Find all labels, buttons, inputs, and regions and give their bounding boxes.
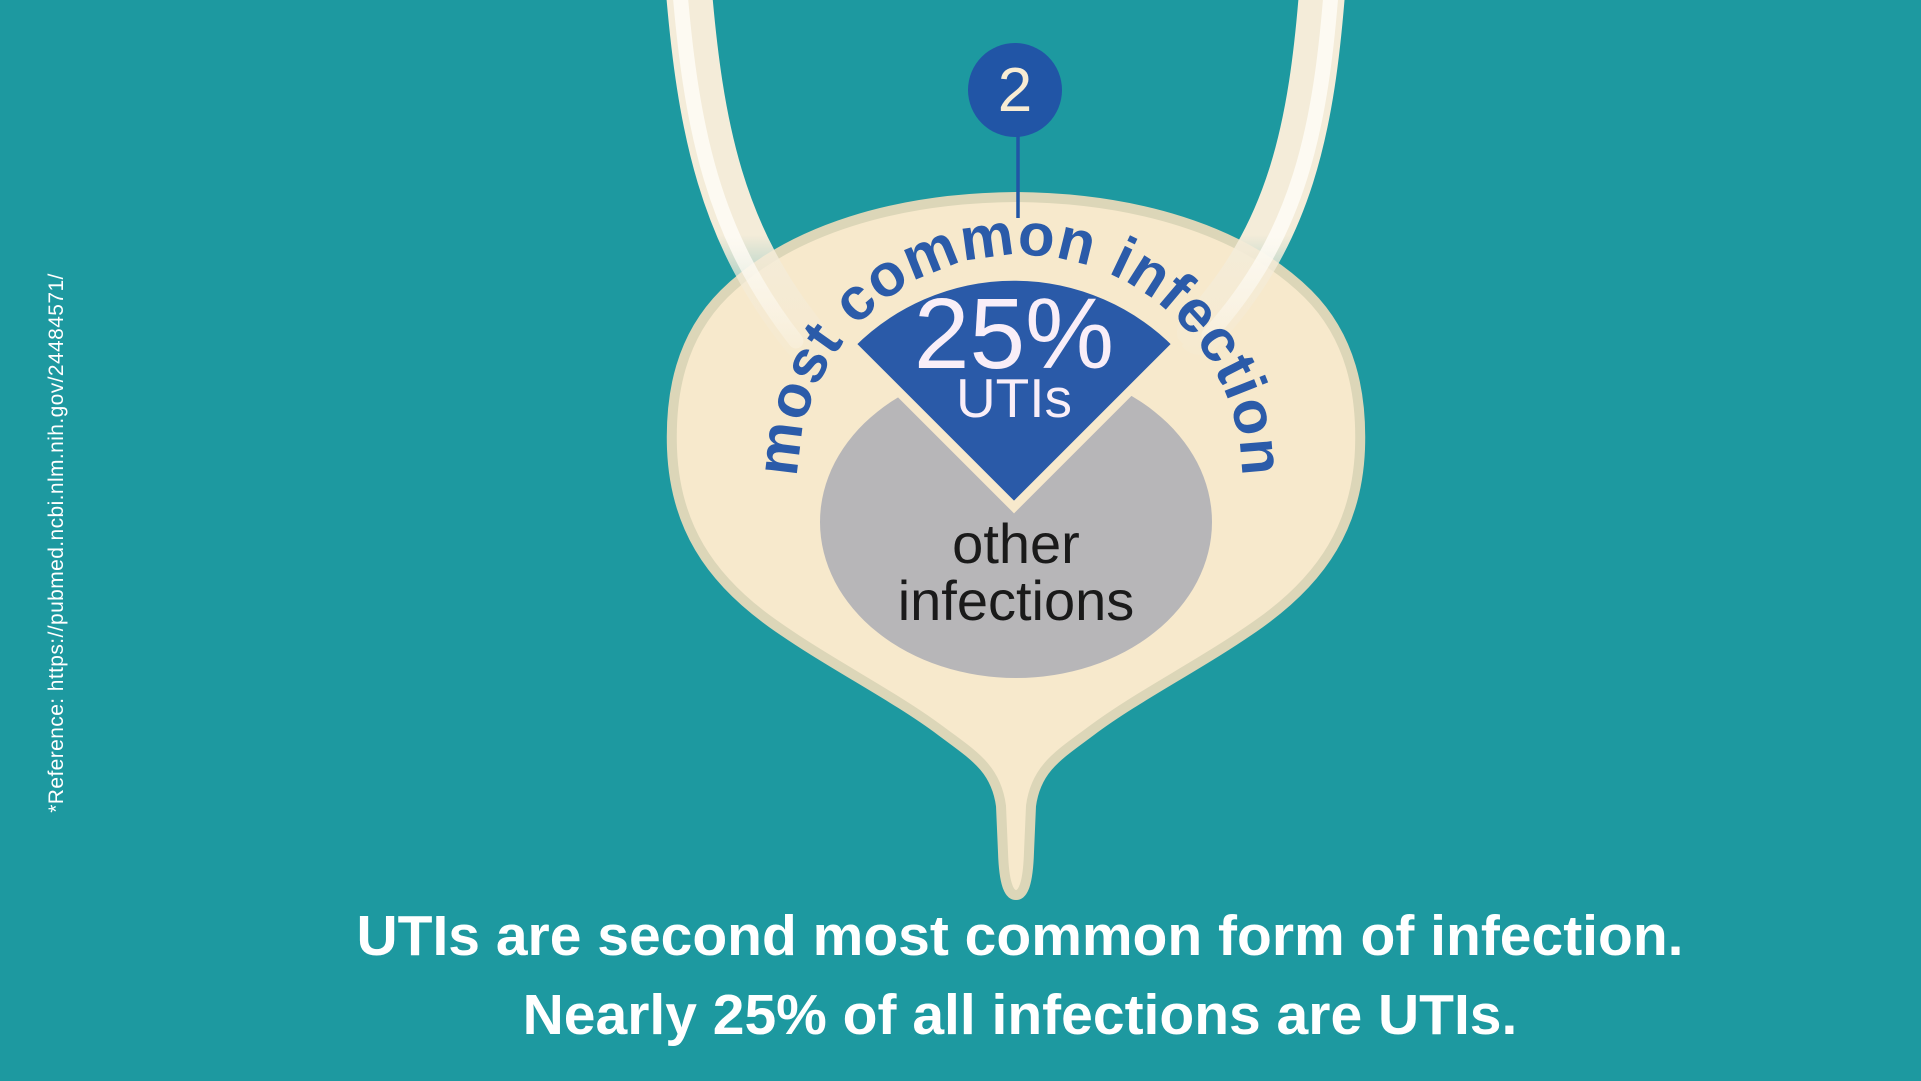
left-ureter [666,0,828,361]
other-label-line2: infections [898,569,1135,632]
right-ureter [1177,0,1345,355]
caption-line-2: Nearly 25% of all infections are UTIs. [522,983,1518,1047]
left-ureter-highlight [673,0,804,349]
other-label-line1: other [952,512,1080,575]
wedge-name-label: UTIs [956,367,1072,429]
right-ureter-highlight [1201,0,1338,343]
pie-slice-utis-wedge [844,271,1184,514]
pie-slice-other-infections [820,366,1212,678]
badge-number: 2 [998,56,1032,125]
caption-line-1: UTIs are second most common form of infe… [356,904,1684,968]
caption: UTIs are second most common form of infe… [120,897,1920,1055]
badge-circle [968,43,1062,137]
wedge-value-label: 25% [914,278,1114,390]
